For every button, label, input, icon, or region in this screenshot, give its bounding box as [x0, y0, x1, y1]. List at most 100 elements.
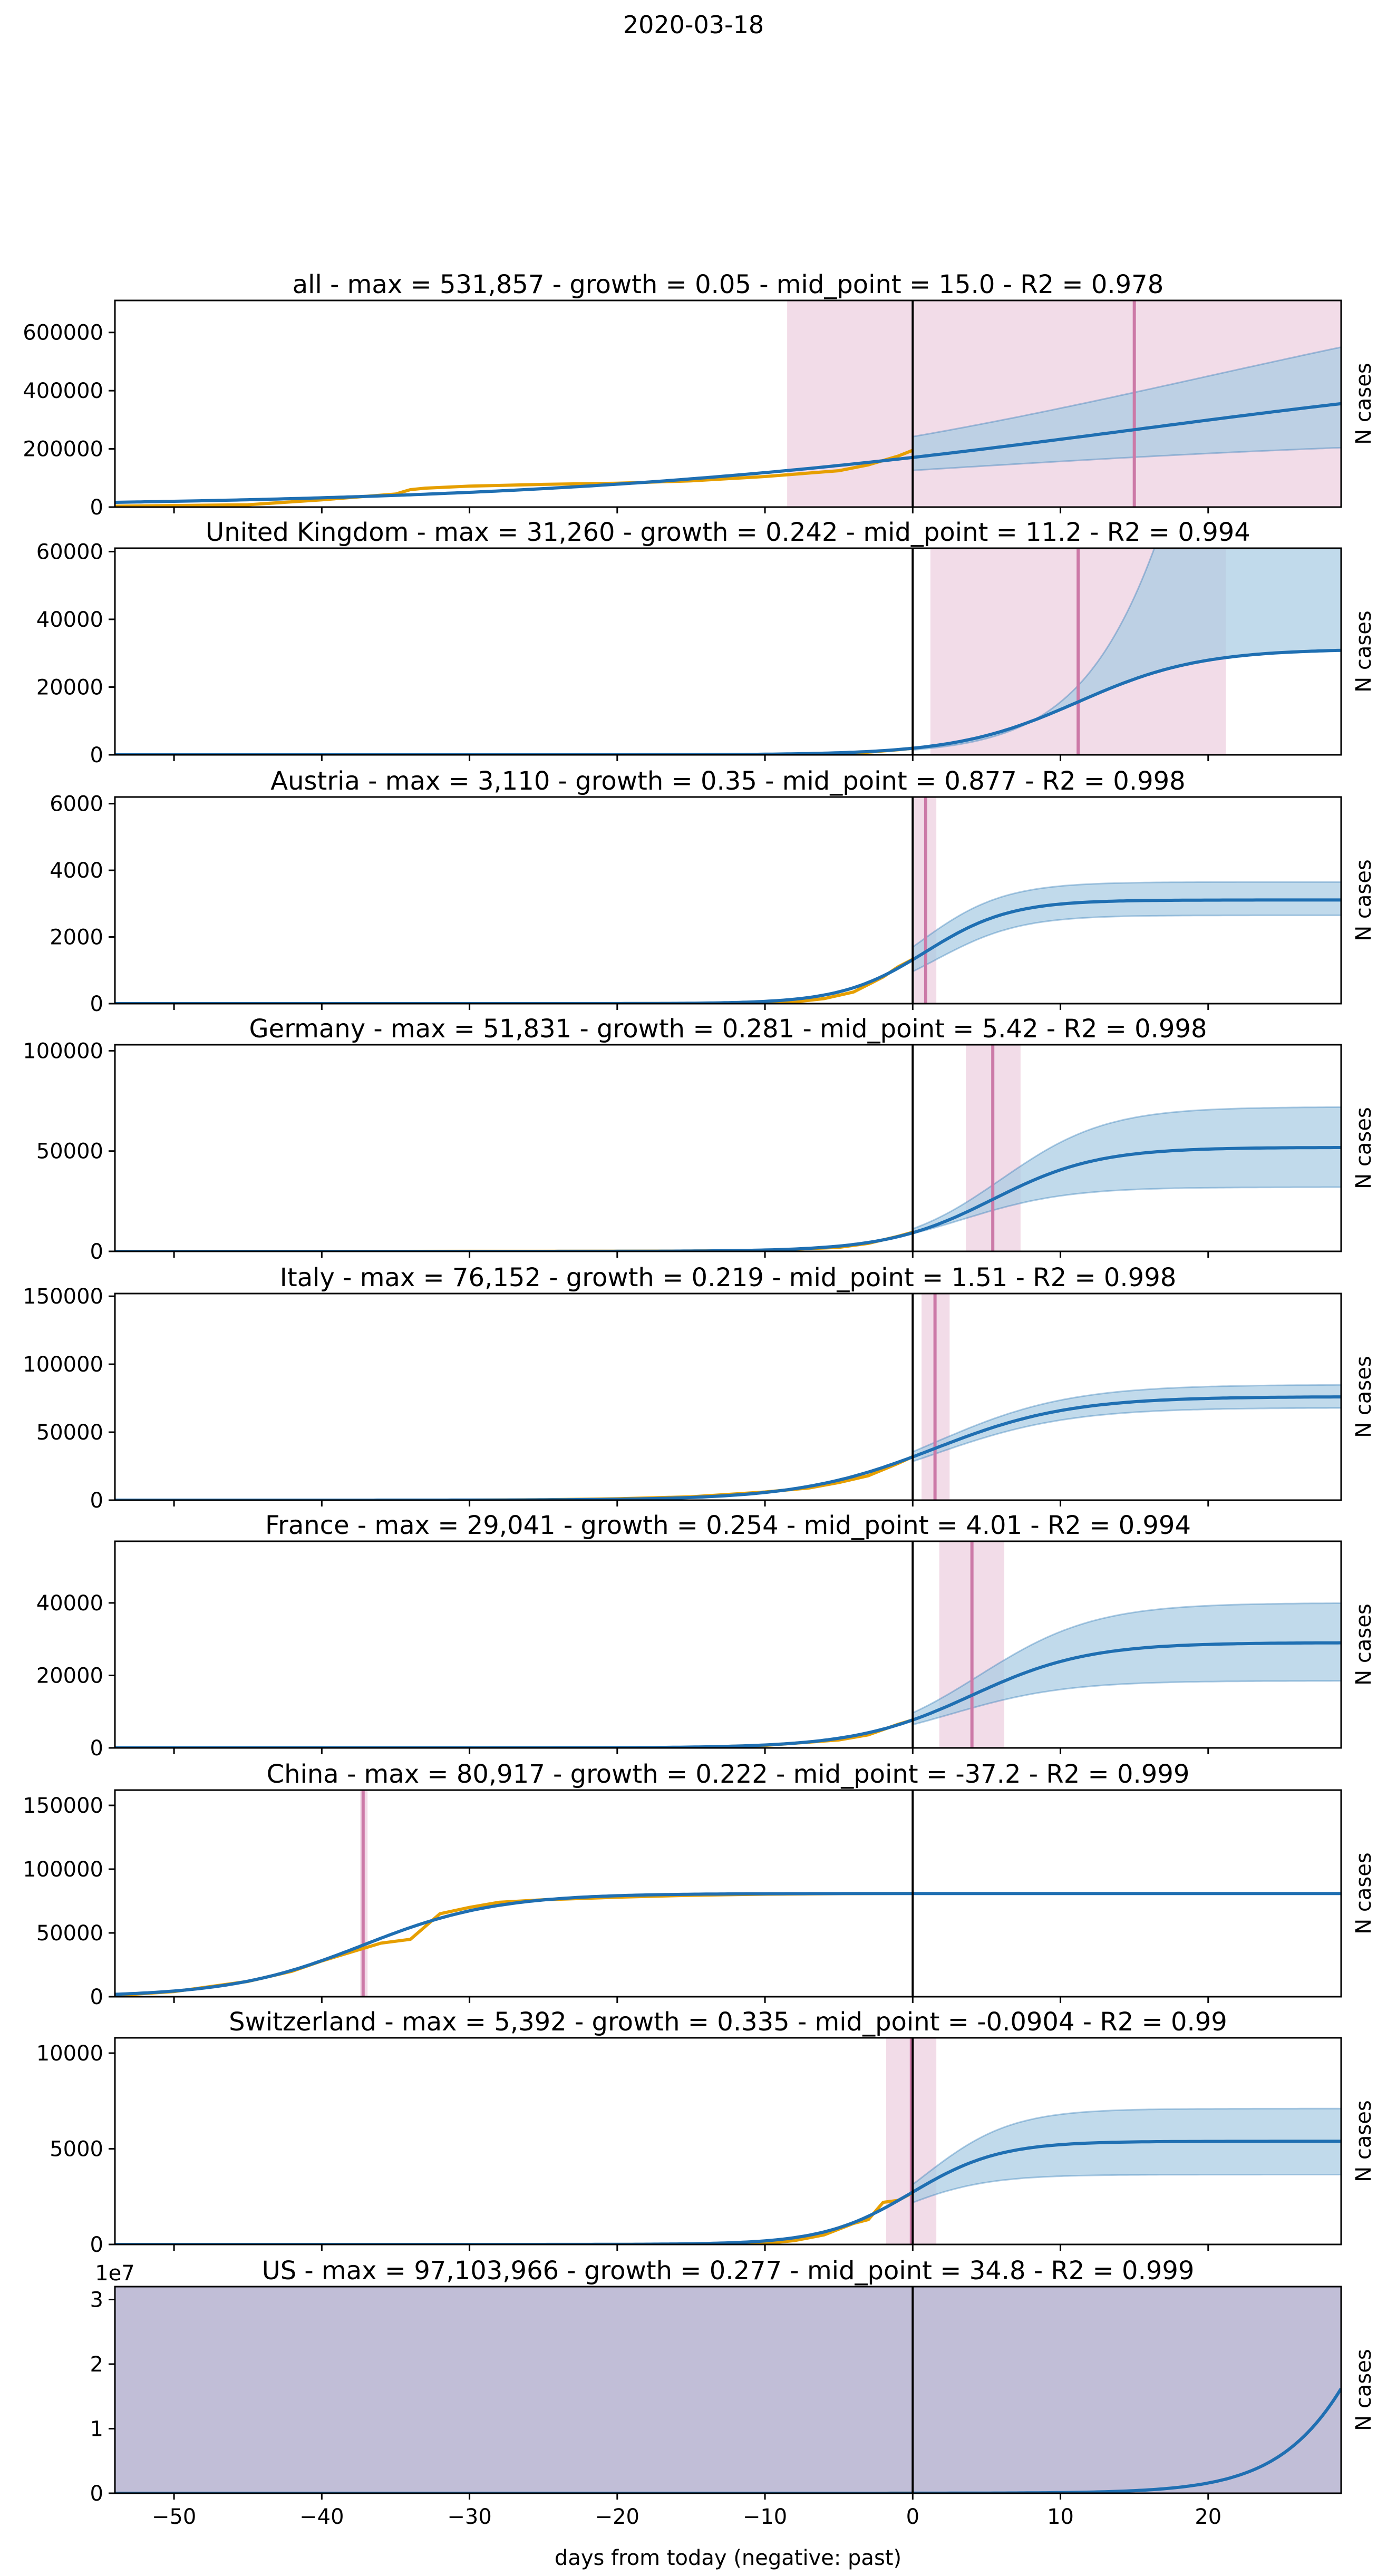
y-tick-label: 100000	[23, 1858, 103, 1882]
plot-area	[115, 1541, 1341, 1748]
data-series-line	[587, 958, 914, 1004]
axes-frame	[114, 2037, 1342, 2246]
y-axis-label: N cases	[1352, 2349, 1376, 2431]
x-tick-label: −50	[152, 2505, 196, 2529]
y-tick-label: 4000	[50, 859, 103, 883]
chart-panel-0: 0 200000 400000 600000 all - max = 531,857 -…	[23, 270, 1376, 520]
plot-area	[115, 797, 1341, 1004]
fit-series-line	[115, 2387, 1341, 2493]
axes-frame	[114, 299, 1342, 508]
fit-confidence-band	[911, 1384, 1341, 1463]
x-tick-label: 0	[906, 2505, 919, 2529]
y-tick-label: 3	[90, 2288, 103, 2312]
x-tick-label: 10	[1047, 2505, 1074, 2529]
plot-area	[115, 300, 1341, 507]
plot-area	[115, 1790, 1341, 1997]
axes-frame	[114, 547, 1342, 756]
y-tick-label: 1	[90, 2417, 103, 2442]
y-tick-label: 150000	[23, 1285, 103, 1309]
y-tick-label: 6000	[50, 792, 103, 816]
y-tick-label: 2	[90, 2353, 103, 2377]
y-tick-label: 5000	[50, 2137, 103, 2162]
y-axis-label: N cases	[1352, 1356, 1376, 1437]
y-tick-label: 2000	[50, 926, 103, 950]
axes-frame	[114, 2286, 1342, 2494]
fit-confidence-band	[911, 881, 1341, 973]
y-scale-label: 1e7	[95, 2261, 135, 2286]
y-axis-label: N cases	[1352, 859, 1376, 941]
fit-confidence-band	[911, 346, 1341, 471]
y-tick-label: 40000	[36, 608, 103, 632]
y-tick-label: 0	[90, 2233, 103, 2257]
y-axis-label: N cases	[1352, 1852, 1376, 1934]
y-tick-label: 0	[90, 2482, 103, 2506]
y-tick-label: 0	[90, 743, 103, 767]
panel-title: Austria - max = 3,110 - growth = 0.35 - …	[270, 766, 1185, 796]
data-series-line	[218, 1455, 914, 1500]
fit-series-line	[115, 2140, 1341, 2244]
chart-panel-4: 0 50000 100000 150000 Italy - max = 76,152 -…	[23, 1263, 1376, 1513]
plot-area	[115, 2287, 1341, 2493]
plot-area	[115, 548, 1341, 755]
y-axis-label: N cases	[1352, 363, 1376, 444]
y-tick-label: 0	[90, 1736, 103, 1761]
x-tick-label: −40	[299, 2505, 344, 2529]
axes-frame	[114, 1540, 1342, 1749]
y-axis-label: N cases	[1352, 2100, 1376, 2182]
y-tick-label: 0	[90, 495, 103, 520]
x-tick-label: −30	[447, 2505, 491, 2529]
y-tick-label: 150000	[23, 1794, 103, 1818]
fit-confidence-band	[911, 1106, 1341, 1235]
panel-title: US - max = 97,103,966 - growth = 0.277 -…	[262, 2256, 1195, 2286]
fit-series-line	[115, 1892, 1341, 1996]
y-tick-label: 0	[90, 1985, 103, 2009]
axes-frame	[114, 1789, 1342, 1998]
y-tick-label: 20000	[36, 675, 103, 699]
y-tick-label: 0	[90, 1489, 103, 1513]
y-tick-label: 0	[90, 992, 103, 1016]
y-axis-label: N cases	[1352, 1107, 1376, 1189]
y-axis-label: N cases	[1352, 610, 1376, 692]
figure-title: 2020-03-18	[623, 11, 764, 39]
y-tick-label: 200000	[23, 438, 103, 462]
panel-title: Switzerland - max = 5,392 - growth = 0.3…	[229, 2007, 1227, 2037]
fit-series-line	[115, 1641, 1341, 1748]
y-tick-label: 20000	[36, 1664, 103, 1688]
fit-series-line	[115, 402, 1341, 504]
chart-panel-6: 0 50000 100000 150000 China - max = 80,917 -…	[23, 1760, 1376, 2009]
x-tick-label: 20	[1195, 2505, 1221, 2529]
y-tick-label: 10000	[36, 2042, 103, 2066]
x-axis-label: days from today (negative: past)	[555, 2546, 901, 2570]
y-tick-label: 100000	[23, 1039, 103, 1063]
fit-series-line	[115, 1395, 1341, 1500]
chart-panel-1: 0 20000 40000 60000 United Kingdom - max = 3…	[36, 518, 1376, 767]
y-tick-label: 60000	[36, 540, 103, 564]
axes-frame	[114, 796, 1342, 1005]
x-tick-label: −20	[595, 2505, 639, 2529]
y-tick-label: 100000	[23, 1353, 103, 1377]
chart-panel-3: 0 50000 100000 Germany - max = 51,831 - gro…	[23, 1014, 1376, 1264]
plot-area	[115, 2038, 1341, 2244]
data-series-line	[115, 1892, 913, 1997]
chart-panel-2: 0 2000 4000 6000 Austria - max = 3,110 - gro…	[50, 766, 1376, 1016]
y-tick-label: 50000	[36, 1421, 103, 1445]
plot-area	[115, 1294, 1341, 1500]
y-tick-label: 600000	[23, 321, 103, 345]
y-tick-label: 50000	[36, 1140, 103, 1164]
y-tick-label: 0	[90, 1240, 103, 1264]
y-tick-label: 40000	[36, 1591, 103, 1616]
y-tick-label: 50000	[36, 1921, 103, 1946]
fit-confidence-band	[911, 2107, 1341, 2204]
panel-title: China - max = 80,917 - growth = 0.222 - …	[267, 1760, 1190, 1789]
plot-area	[115, 1045, 1341, 1251]
axes-frame	[114, 1044, 1342, 1252]
overlay-band	[115, 2287, 1341, 2493]
panel-title: Italy - max = 76,152 - growth = 0.219 - …	[280, 1263, 1177, 1292]
x-tick-label: −10	[743, 2505, 787, 2529]
panel-title: Germany - max = 51,831 - growth = 0.281 …	[249, 1014, 1207, 1044]
panel-title: United Kingdom - max = 31,260 - growth =…	[206, 518, 1250, 547]
data-series-line	[617, 2191, 914, 2244]
axes-frame	[114, 1292, 1342, 1501]
